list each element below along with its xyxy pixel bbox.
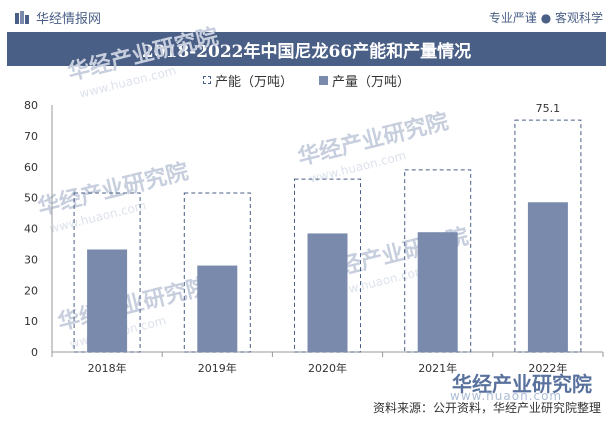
output-bar [307,233,348,352]
output-bar [197,265,238,352]
x-tick-label: 2018年 [88,361,127,375]
legend-label-capacity: 产能（万吨） [214,74,293,90]
output-bar [417,232,458,352]
output-bar [87,249,128,352]
x-tick-label: 2019年 [198,361,237,375]
x-tick-label: 2020年 [308,361,347,375]
y-tick-label: 20 [24,284,38,297]
corner-watermark: 华经产业研究院 [452,372,592,396]
y-tick-label: 0 [31,346,38,359]
y-tick-label: 10 [24,315,38,328]
legend-swatch-output [319,75,328,85]
y-tick-label: 40 [24,223,38,236]
legend-item-output: 产量（万吨） [319,70,410,90]
legend: 产能（万吨） 产量（万吨） [0,70,613,90]
legend-label-output: 产量（万吨） [332,74,411,90]
brand-name: 华经情报网 [36,12,102,27]
output-bar [527,202,568,352]
source-note: 资料来源：公开资料，华经产业研究院整理 [372,401,601,415]
x-tick-label: 2021年 [418,361,457,375]
data-label: 75.1 [536,102,561,115]
y-tick-label: 60 [24,161,38,174]
y-tick-label: 80 [24,99,38,112]
y-tick-label: 30 [24,253,38,266]
corner-watermark-url: www.huaon.com [450,389,563,403]
brand-logo-icon [15,10,29,24]
legend-item-capacity: 产能（万吨） [202,70,293,90]
top-bar: 华经情报网 专业严谨 ● 客观科学 [0,0,613,32]
y-tick-label: 70 [24,130,38,143]
x-tick-label: 2022年 [528,361,567,375]
legend-swatch-capacity [202,76,211,84]
slogan: 专业严谨 ● 客观科学 [488,11,603,25]
brand: 华经情报网 [14,8,101,27]
chart-title: 2018-2022年中国尼龙66产能和产量情况 [7,32,606,66]
y-tick-label: 50 [24,192,38,205]
